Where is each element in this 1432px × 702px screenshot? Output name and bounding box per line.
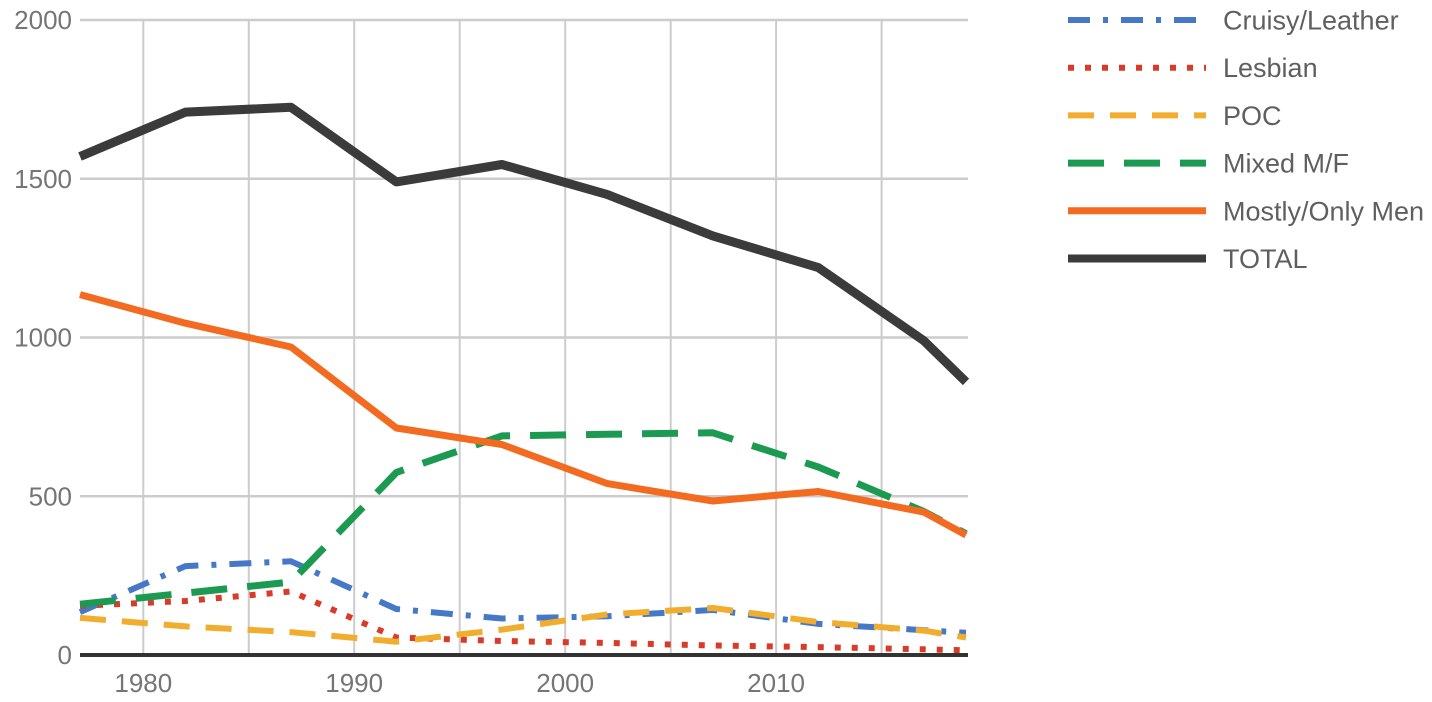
legend-label-mixed-m-f: Mixed M/F [1223, 149, 1349, 179]
legend-item-lesbian: Lesbian [1068, 53, 1318, 83]
y-tick-label-2000: 2000 [14, 5, 72, 35]
legend-label-poc: POC [1223, 101, 1282, 131]
legend-label-lesbian: Lesbian [1223, 53, 1318, 83]
legend: Cruisy/Leather Lesbian POC Mixed M/F Mostly/… [1068, 6, 1424, 274]
series-line-lesbian [79, 588, 967, 654]
legend-item-mostly-only-men: Mostly/Only Men [1068, 196, 1424, 226]
y-tick-label-0: 0 [58, 640, 72, 670]
series-line-total [78, 102, 970, 386]
y-tick-label-1500: 1500 [14, 164, 72, 194]
x-tick-label-2010: 2010 [747, 668, 805, 698]
series-line-cruisy-leather [78, 558, 967, 636]
y-tick-label-500: 500 [29, 481, 72, 511]
legend-item-total: TOTAL [1068, 244, 1308, 274]
x-tick-label-1980: 1980 [114, 668, 172, 698]
x-tick-label-2000: 2000 [536, 668, 594, 698]
x-tick-label-1990: 1990 [325, 668, 383, 698]
legend-label-total: TOTAL [1223, 244, 1308, 274]
legend-item-mixed-m-f: Mixed M/F [1068, 149, 1349, 179]
legend-label-cruisy-leather: Cruisy/Leather [1223, 6, 1399, 36]
series-line-poc [79, 605, 967, 645]
legend-item-poc: POC [1068, 101, 1282, 131]
legend-item-cruisy-leather: Cruisy/Leather [1068, 6, 1399, 36]
series-line-mixed-m-f [79, 429, 968, 608]
y-tick-label-1000: 1000 [14, 323, 72, 353]
series-line-mostly-only-men [79, 291, 968, 539]
legend-label-mostly-only-men: Mostly/Only Men [1223, 196, 1424, 226]
